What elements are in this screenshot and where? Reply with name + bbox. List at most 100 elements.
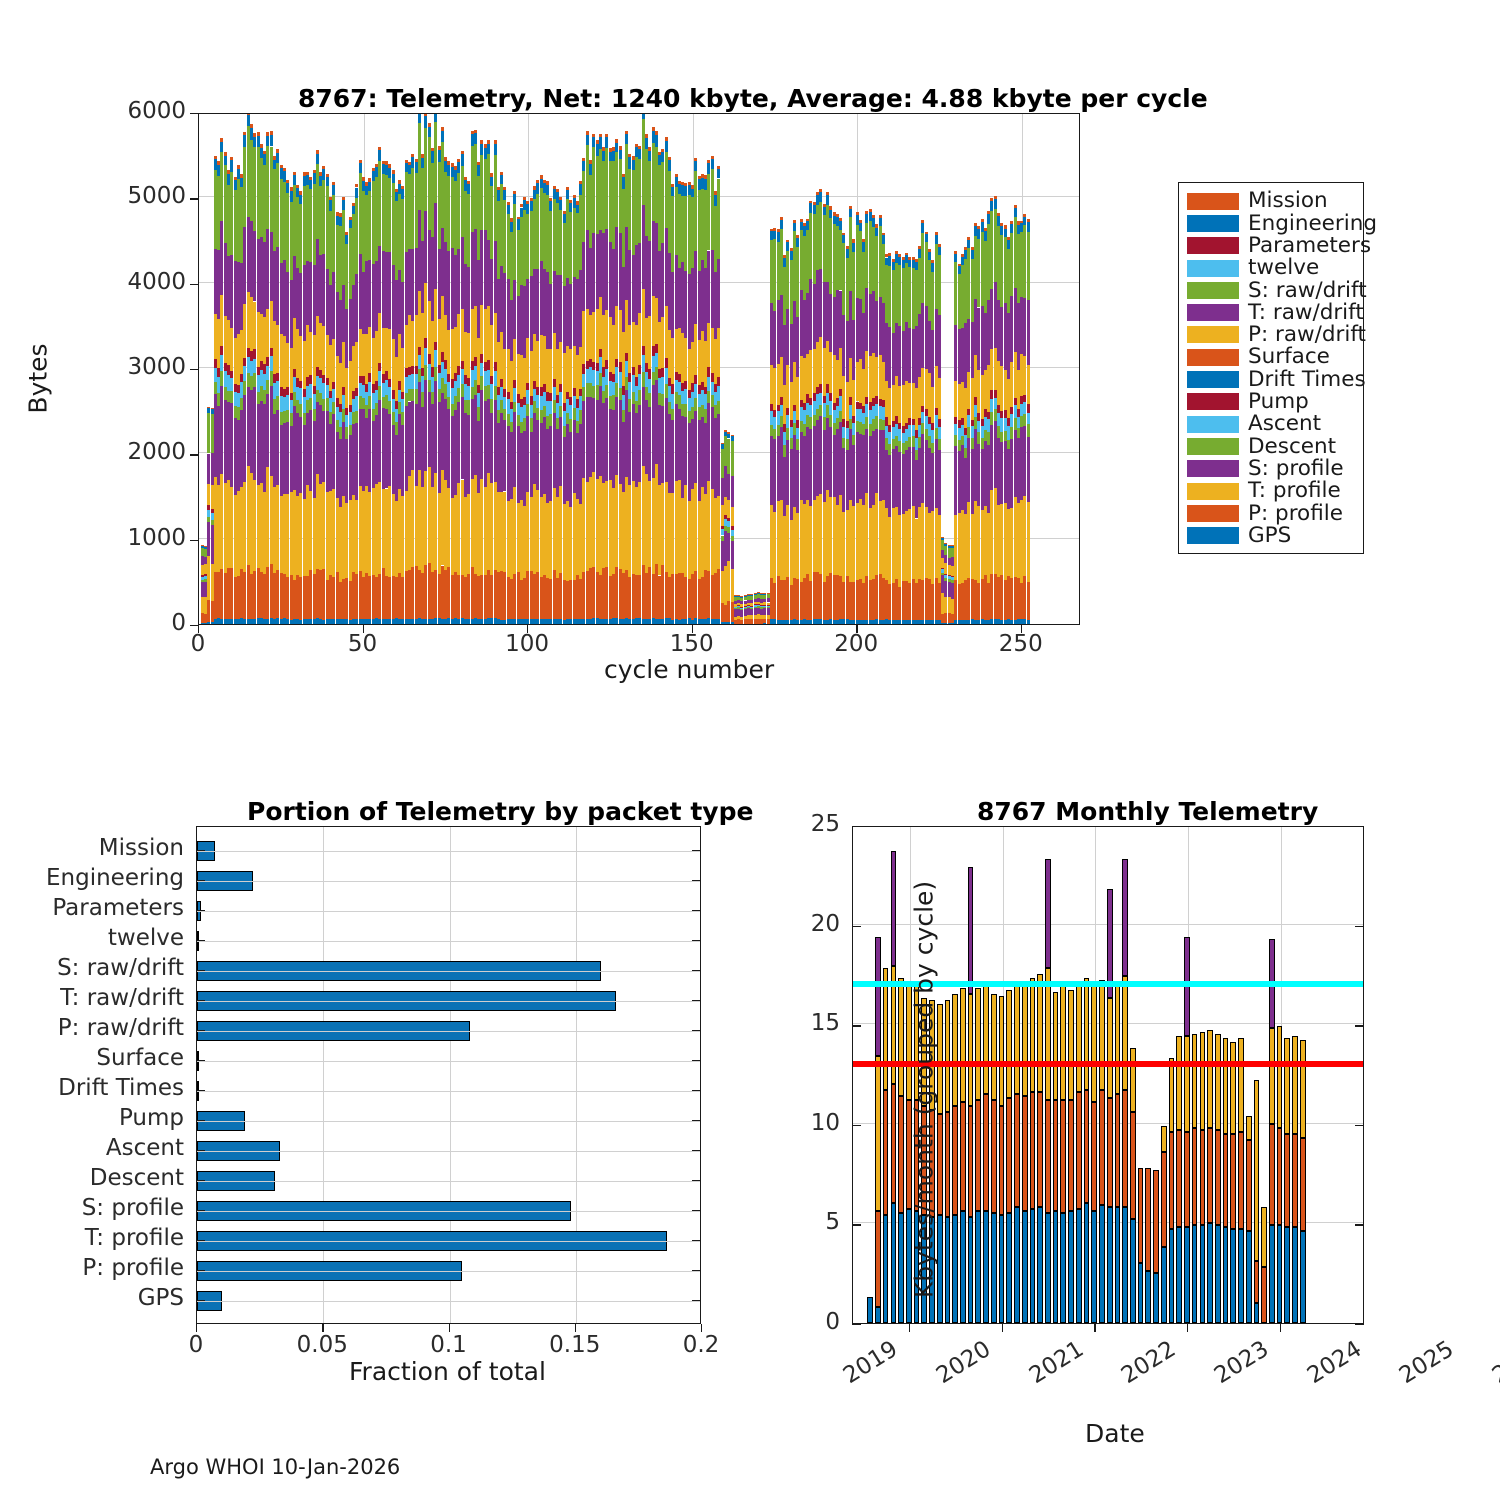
stack-segment bbox=[918, 314, 922, 378]
stack-segment bbox=[269, 563, 273, 619]
month-segment bbox=[1075, 1209, 1082, 1323]
stack-segment bbox=[388, 167, 392, 179]
stack-segment bbox=[256, 147, 260, 239]
stack-segment bbox=[490, 375, 494, 384]
stack-segment bbox=[355, 395, 359, 411]
stack-segment bbox=[401, 185, 405, 189]
month-segment bbox=[1122, 858, 1128, 977]
stack-segment bbox=[556, 192, 560, 203]
month-segment bbox=[1292, 1227, 1298, 1323]
stack-segment bbox=[582, 386, 586, 401]
stack-segment bbox=[243, 618, 247, 624]
stack-segment bbox=[391, 576, 395, 619]
stack-segment bbox=[352, 205, 356, 215]
stack-segment bbox=[398, 269, 402, 335]
stack-segment bbox=[918, 447, 922, 507]
stack-segment bbox=[687, 194, 691, 275]
stack-segment bbox=[783, 445, 787, 457]
stack-segment bbox=[753, 623, 757, 624]
stack-segment bbox=[908, 620, 912, 624]
stack-segment bbox=[964, 457, 968, 515]
stack-segment bbox=[533, 198, 537, 270]
stack-segment bbox=[467, 333, 471, 379]
stack-segment bbox=[1020, 354, 1024, 396]
stack-segment bbox=[207, 555, 211, 601]
stack-segment bbox=[266, 135, 270, 147]
stack-segment bbox=[812, 348, 816, 393]
stack-segment bbox=[927, 513, 931, 580]
stack-segment bbox=[579, 619, 583, 624]
stack-segment bbox=[592, 369, 596, 387]
stack-segment bbox=[970, 438, 974, 449]
stack-segment bbox=[825, 191, 829, 195]
month-segment bbox=[1191, 1225, 1198, 1323]
stack-segment bbox=[493, 361, 497, 372]
y-tick-right bbox=[692, 1270, 701, 1272]
stack-segment bbox=[654, 619, 658, 624]
stack-segment bbox=[503, 199, 507, 274]
stack-segment bbox=[707, 403, 711, 481]
stack-segment bbox=[684, 403, 688, 418]
stack-segment bbox=[477, 161, 481, 166]
stack-segment bbox=[592, 398, 596, 472]
stack-segment bbox=[1013, 430, 1017, 497]
stack-segment bbox=[664, 228, 668, 306]
x-tick bbox=[574, 1324, 577, 1332]
stack-segment bbox=[375, 402, 379, 416]
stack-segment bbox=[931, 422, 935, 431]
stack-segment bbox=[895, 445, 899, 508]
stack-segment bbox=[628, 412, 632, 486]
stack-segment bbox=[559, 210, 563, 276]
stack-segment bbox=[500, 184, 504, 267]
stack-segment bbox=[552, 186, 556, 190]
stack-segment bbox=[934, 578, 938, 620]
stack-segment bbox=[565, 398, 569, 414]
stack-segment bbox=[793, 222, 797, 232]
stack-segment bbox=[707, 173, 711, 251]
stack-segment bbox=[710, 155, 714, 159]
stack-segment bbox=[756, 593, 760, 599]
stack-segment bbox=[315, 375, 319, 391]
stack-segment bbox=[233, 406, 237, 418]
stack-segment bbox=[496, 394, 500, 411]
stack-segment bbox=[460, 154, 464, 166]
stack-segment bbox=[951, 582, 954, 599]
stack-segment bbox=[960, 435, 964, 446]
stack-segment bbox=[977, 444, 981, 506]
stack-segment bbox=[440, 362, 444, 379]
stack-segment bbox=[760, 607, 764, 609]
legend-label: Drift Times bbox=[1248, 366, 1366, 392]
stack-segment bbox=[829, 401, 833, 415]
stack-segment bbox=[473, 395, 477, 475]
stack-segment bbox=[1020, 220, 1024, 224]
stack-segment bbox=[651, 346, 655, 356]
stack-segment bbox=[644, 371, 648, 388]
stack-segment bbox=[684, 182, 688, 186]
stack-segment bbox=[829, 414, 833, 428]
stack-segment bbox=[345, 578, 349, 620]
stack-segment bbox=[454, 618, 458, 624]
stack-segment bbox=[549, 211, 553, 284]
stack-segment bbox=[667, 378, 671, 387]
stack-segment bbox=[348, 228, 352, 299]
stack-segment bbox=[338, 439, 342, 507]
stack-segment bbox=[207, 505, 211, 510]
stack-segment bbox=[671, 420, 675, 493]
month-segment bbox=[952, 994, 958, 1106]
stack-segment bbox=[714, 619, 718, 624]
stack-segment bbox=[783, 456, 787, 516]
stack-segment bbox=[954, 380, 958, 418]
stack-segment bbox=[398, 180, 402, 184]
stack-segment bbox=[440, 352, 444, 363]
stack-segment bbox=[470, 478, 474, 568]
stack-segment bbox=[394, 577, 398, 619]
stack-segment bbox=[885, 265, 889, 324]
stack-segment bbox=[832, 355, 836, 403]
stack-segment bbox=[371, 575, 375, 620]
stack-segment bbox=[951, 614, 954, 623]
stack-segment bbox=[375, 167, 379, 177]
stack-segment bbox=[931, 330, 935, 387]
stack-segment bbox=[904, 429, 908, 441]
stack-segment bbox=[305, 325, 309, 378]
stack-segment bbox=[822, 281, 826, 348]
